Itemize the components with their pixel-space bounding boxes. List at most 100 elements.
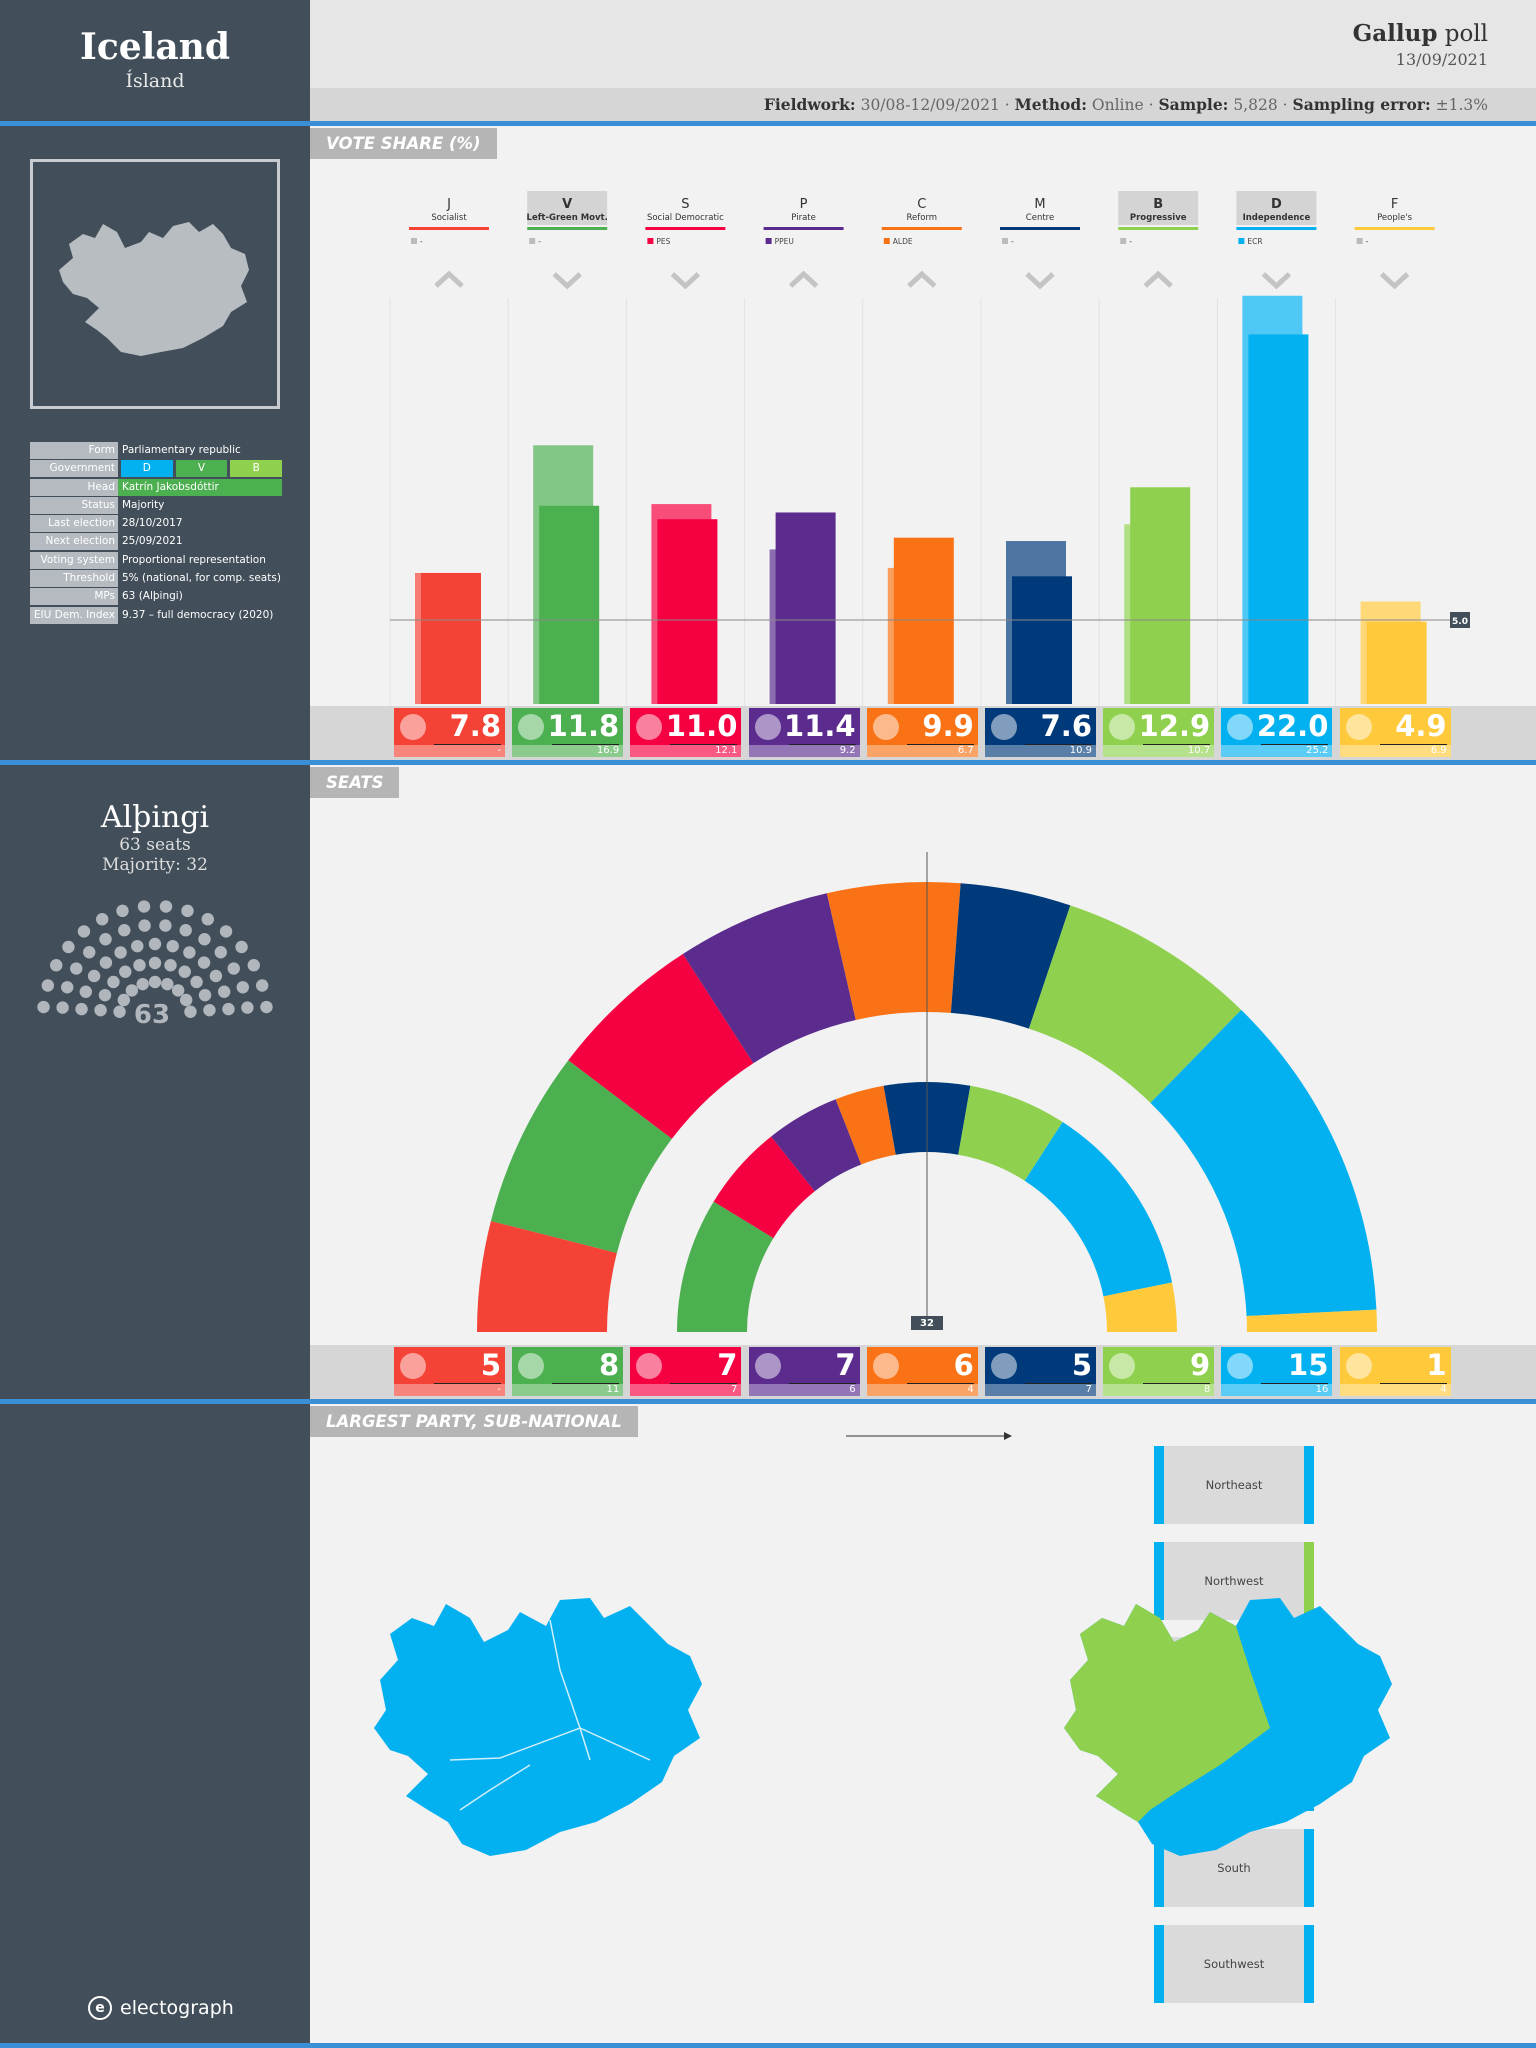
- region-name: Northwest: [1204, 1573, 1264, 1588]
- party-name: Pirate: [791, 213, 816, 223]
- iceland-map-previous-icon: [374, 1598, 702, 1856]
- value-box-bottom: 12.1: [630, 745, 742, 757]
- region-item: Northwest: [1154, 1541, 1314, 1620]
- seat-dot: [131, 939, 144, 953]
- party-logo-icon: [754, 1353, 781, 1379]
- value-box-top: 4.9: [1339, 708, 1451, 746]
- seat-dot: [118, 924, 131, 937]
- seats-title: SEATS: [310, 767, 400, 798]
- party-reference-value: 12.1: [715, 745, 738, 756]
- party-logo-icon: [991, 1353, 1017, 1379]
- seat-dot: [227, 962, 240, 975]
- party-reference-value: 16.9: [596, 745, 620, 756]
- party-value-box: 11.8 16.9: [512, 708, 624, 757]
- seat-dot: [113, 1005, 126, 1018]
- parliament-total: 63: [134, 1000, 170, 1030]
- brand-name: electograph: [120, 1997, 234, 2019]
- europarty-label: -: [1011, 237, 1014, 246]
- europarty-swatch: [647, 238, 654, 244]
- seat-arc-segment: [1028, 905, 1242, 1103]
- seat-dot: [260, 1000, 273, 1014]
- party-underline: [1236, 227, 1317, 230]
- brand-logo: e electograph: [88, 1996, 234, 2020]
- seat-dot: [119, 965, 132, 978]
- divider: [0, 760, 1536, 765]
- value-box-top: 15: [1221, 1347, 1333, 1385]
- electograph-logo-icon: e: [88, 1996, 112, 2020]
- party-reference-value: 6: [849, 1384, 856, 1395]
- europarty-swatch: [411, 238, 417, 244]
- seat-arc-segment: [771, 1099, 862, 1192]
- party-abbr: F: [1391, 197, 1398, 212]
- region-previous-color: [1154, 1446, 1164, 1524]
- party-reference-value: 10.7: [1187, 745, 1211, 756]
- party-logo-icon: [518, 714, 545, 740]
- threshold-badge: [1450, 612, 1470, 628]
- value-box-top: 7.8: [394, 708, 505, 746]
- seat-dot: [99, 933, 112, 946]
- europarty-swatch: [1238, 238, 1245, 244]
- bar-group: [1360, 601, 1427, 704]
- party-value-box: 12.9 10.7: [1103, 708, 1215, 757]
- party-value-box: 4.9 6.9: [1339, 708, 1451, 757]
- party-abbr: C: [917, 197, 926, 212]
- seat-dot: [136, 977, 149, 991]
- seat-dot: [201, 913, 214, 926]
- government-highlight: [1236, 191, 1317, 225]
- party-underline: [1000, 227, 1080, 230]
- party-logo-icon: [754, 714, 781, 740]
- party-value: 4.9: [1395, 709, 1447, 743]
- country-header: Iceland Ísland: [0, 0, 310, 92]
- party-value: 22.0: [1256, 709, 1329, 743]
- seat-dot: [138, 919, 151, 932]
- seat-dot: [179, 924, 192, 937]
- parliament-summary: Alþingi 63 seats Majority: 32: [0, 800, 310, 875]
- bar-current: [539, 505, 600, 704]
- party-reference-value: 11: [606, 1384, 620, 1395]
- value-box-top: 5: [394, 1347, 505, 1385]
- party-value-box: 1 4: [1339, 1347, 1451, 1396]
- seat-dot: [179, 993, 193, 1007]
- poll-date: 13/09/2021: [1395, 50, 1488, 69]
- value-box-top: 9.9: [866, 708, 978, 746]
- party-abbr: B: [1153, 197, 1163, 212]
- party-abbr: V: [562, 197, 572, 212]
- country-map-frame: [30, 159, 280, 409]
- government-highlight: [1118, 191, 1199, 225]
- value-box-top: 11.4: [748, 708, 860, 746]
- country-native-name: Ísland: [125, 70, 185, 92]
- region-previous-color: [1154, 1924, 1164, 2003]
- bar-group: [1242, 295, 1309, 704]
- main-panel: Gallup poll 13/09/2021 Fieldwork: 30/08-…: [310, 0, 1536, 2048]
- party-name: Progressive: [1130, 213, 1187, 223]
- party-value-box: 9.9 6.7: [866, 708, 978, 757]
- europarty-label: ECR: [1247, 237, 1262, 246]
- seats-chart: 32: [477, 852, 1377, 1332]
- trend-up-icon: [1143, 270, 1173, 288]
- party-reference-value: 4: [1440, 1384, 1447, 1395]
- party-name: Left-Green Movt.: [527, 213, 608, 223]
- value-box-bottom: 6: [748, 1384, 860, 1396]
- seat-dot: [41, 979, 55, 992]
- poll-header: Gallup poll 13/09/2021: [310, 0, 1536, 88]
- vote-share-title: VOTE SHARE (%): [310, 128, 497, 159]
- seat-dot: [166, 939, 179, 953]
- largest-party-title: LARGEST PARTY, SUB-NATIONAL: [310, 1406, 638, 1437]
- gov-party-v: V: [175, 460, 228, 478]
- europarty-label: -: [1129, 237, 1132, 246]
- seat-dot: [77, 925, 91, 938]
- bar-current: [1130, 487, 1191, 704]
- party-reference-value: 9.2: [839, 745, 856, 756]
- seat-dot: [148, 956, 162, 970]
- europarty-label: -: [538, 237, 541, 246]
- seat-arc-segment: [950, 883, 1071, 1029]
- europarty-swatch: [1356, 238, 1363, 244]
- region-previous-color: [1154, 1541, 1164, 1620]
- gov-party-d: D: [121, 460, 173, 478]
- government-parties: D V B: [118, 460, 283, 478]
- party-reference-value: 10.9: [1069, 745, 1092, 756]
- seat-dot: [98, 988, 112, 1002]
- party-value: 7: [835, 1348, 856, 1382]
